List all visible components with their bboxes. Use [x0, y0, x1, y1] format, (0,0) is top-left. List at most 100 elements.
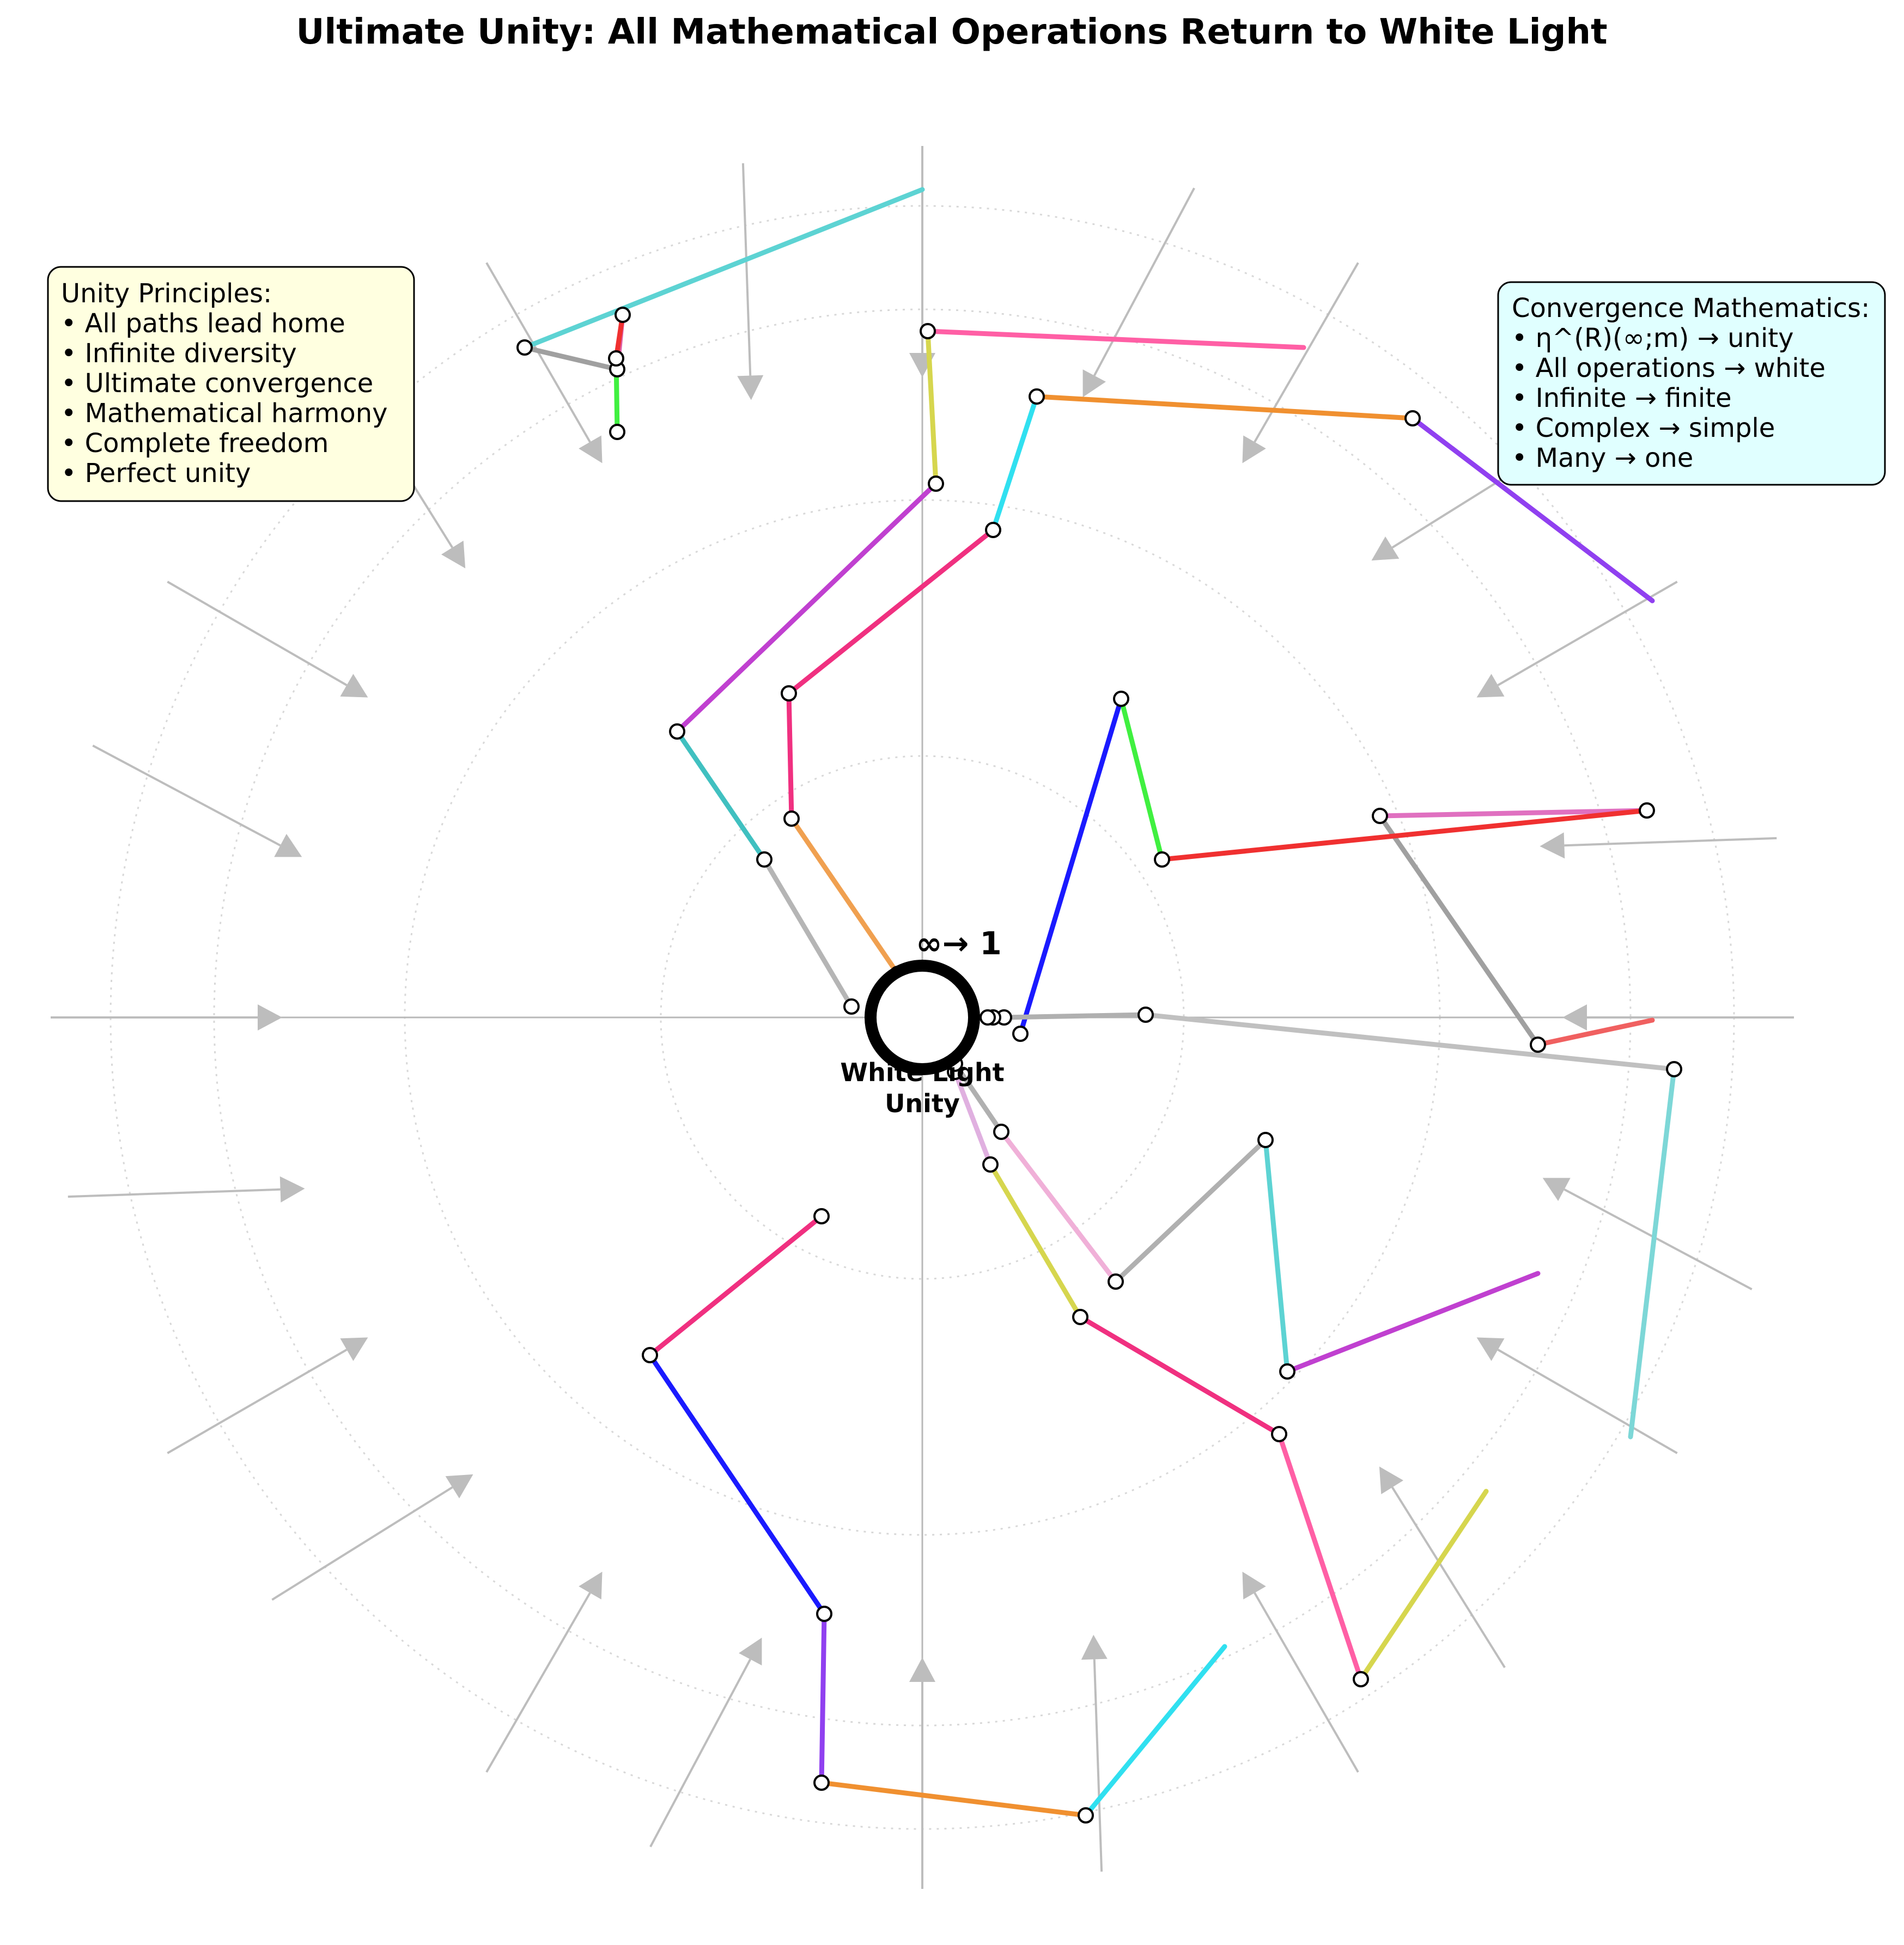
operation-path-segment — [1159, 808, 1650, 862]
operation-path-segment — [786, 691, 794, 821]
operation-path-segment — [1263, 1137, 1290, 1374]
operation-node — [928, 475, 944, 492]
operation-path-segment — [789, 816, 901, 977]
operation-node — [642, 1347, 658, 1363]
operation-path-segment — [819, 1611, 827, 1785]
operation-path-segment — [925, 328, 1306, 350]
operation-node — [608, 350, 624, 367]
operation-path-segment — [1285, 1271, 1541, 1374]
convergence-arrow-shaft — [1564, 1188, 1753, 1290]
operation-path-segment — [1118, 696, 1165, 862]
principle-item: • Ultimate convergence — [61, 368, 373, 399]
operation-node — [1012, 1026, 1029, 1042]
operation-path-segment — [1377, 813, 1541, 1047]
operation-path-segment — [1143, 1012, 1677, 1072]
operation-path-segment — [1276, 1431, 1364, 1682]
operation-node — [1372, 808, 1388, 824]
convergence-arrowhead — [1476, 1337, 1505, 1361]
operation-path-segment — [999, 1129, 1118, 1284]
convergence-arrowhead — [1371, 536, 1400, 561]
operation-path-segment — [786, 527, 996, 696]
convergence-arrow-shaft — [1093, 187, 1195, 376]
operation-path-segment — [1034, 394, 1415, 421]
operation-node — [813, 1208, 830, 1224]
operation-node — [985, 522, 1001, 538]
convergence-arrow-shaft — [649, 1659, 752, 1848]
operation-node — [781, 685, 797, 702]
operation-path-segment — [1083, 1644, 1227, 1818]
principle-item: • All paths lead home — [61, 308, 345, 339]
operation-node — [1113, 691, 1129, 707]
operation-node — [980, 1009, 996, 1026]
convergence-arrowhead — [441, 540, 466, 569]
operation-path-segment — [1078, 1314, 1282, 1437]
infinity-to-one-label: ∞→ 1 — [916, 925, 1001, 962]
principles-heading: Unity Principles: — [61, 278, 272, 309]
operation-node — [615, 307, 631, 323]
convergence-item: • Many → one — [1512, 443, 1693, 473]
convergence-arrowhead — [340, 1337, 368, 1361]
operation-path-segment — [988, 1162, 1083, 1320]
principle-item: • Complete freedom — [61, 428, 329, 459]
convergence-arrowhead — [274, 834, 302, 857]
operation-node — [1666, 1061, 1682, 1077]
convergence-arrowhead — [340, 674, 368, 698]
convergence-item: • η^(R)(∞;m) → unity — [1512, 323, 1794, 353]
convergence-arrows — [51, 146, 1794, 1889]
convergence-arrowhead — [909, 1657, 935, 1682]
operation-path-segment — [647, 1214, 824, 1358]
convergence-arrowhead — [579, 1571, 603, 1600]
convergence-arrowhead — [579, 435, 603, 464]
convergence-arrowhead — [445, 1474, 473, 1499]
convergence-item: • Infinite → finite — [1512, 383, 1732, 413]
operation-node — [669, 723, 685, 740]
operation-paths — [516, 187, 1682, 1824]
convergence-arrowhead — [1562, 1004, 1587, 1031]
operation-node — [993, 1124, 1009, 1140]
convergence-arrowhead — [1379, 1466, 1404, 1495]
operation-node — [783, 810, 800, 827]
operation-node — [1530, 1036, 1546, 1053]
operation-path-segment — [925, 328, 939, 486]
operation-path-segment — [819, 1780, 1088, 1818]
convergence-arrow-shaft — [1391, 1486, 1506, 1668]
convergence-arrow-shaft — [1254, 1592, 1359, 1773]
operation-node — [813, 1775, 830, 1791]
convergence-arrowhead — [1540, 832, 1565, 859]
convergence-arrow-shaft — [92, 745, 281, 847]
convergence-arrow-shaft — [1497, 1349, 1678, 1454]
operation-path-segment — [990, 394, 1039, 533]
operation-node — [843, 998, 860, 1015]
operation-node — [920, 323, 936, 339]
operation-node — [1154, 851, 1170, 868]
operation-node — [1279, 1363, 1295, 1380]
convergence-arrow-shaft — [741, 163, 752, 376]
convergence-arrow-shaft — [1564, 837, 1777, 847]
operation-node — [1108, 1273, 1124, 1290]
operation-node — [1029, 388, 1045, 405]
convergence-arrow-shaft — [68, 1188, 281, 1198]
operation-path-segment — [522, 187, 925, 350]
convergence-item: • All operations → white — [1512, 353, 1826, 383]
convergence-arrowhead — [1082, 369, 1106, 398]
operation-path-segment — [674, 481, 939, 734]
operation-path-segment — [1001, 1012, 1148, 1020]
operation-path-segment — [1018, 696, 1124, 1036]
convergence-arrowhead — [1081, 1635, 1108, 1660]
operation-node — [1137, 1007, 1154, 1023]
convergence-arrowhead — [1242, 435, 1266, 464]
operation-path-segment — [1377, 808, 1650, 819]
convergence-arrow-shaft — [1093, 1659, 1103, 1872]
operation-node — [1404, 410, 1421, 426]
operation-node — [1639, 802, 1655, 819]
operation-node — [1072, 1309, 1088, 1325]
principle-item: • Mathematical harmony — [61, 398, 388, 429]
convergence-arrowhead — [258, 1004, 282, 1031]
convergence-arrowhead — [279, 1176, 305, 1203]
operation-path-segment — [1113, 1137, 1268, 1284]
convergence-arrowhead — [1476, 674, 1505, 698]
operation-path-segment — [1410, 416, 1655, 603]
convergence-arrow-shaft — [167, 1349, 348, 1454]
operation-path-segment — [647, 1352, 827, 1617]
